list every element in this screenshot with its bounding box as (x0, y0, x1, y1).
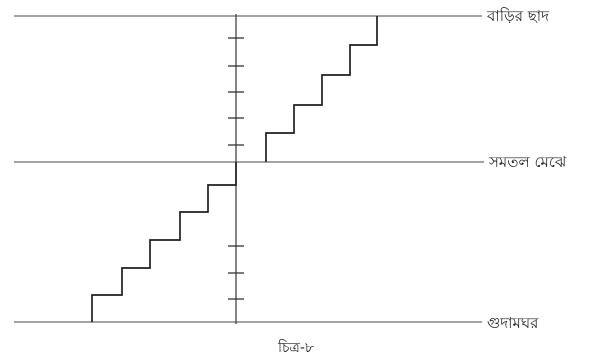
ground-floor-label: সমতল মেঝে (488, 153, 567, 171)
figure-caption: চিত্র-৮ (277, 339, 314, 356)
roof-label: বাড়ির ছাদ (486, 7, 550, 25)
basement-label: গুদামঘর (487, 314, 539, 332)
lower-staircase (91, 162, 237, 322)
upper-staircase (265, 16, 378, 162)
